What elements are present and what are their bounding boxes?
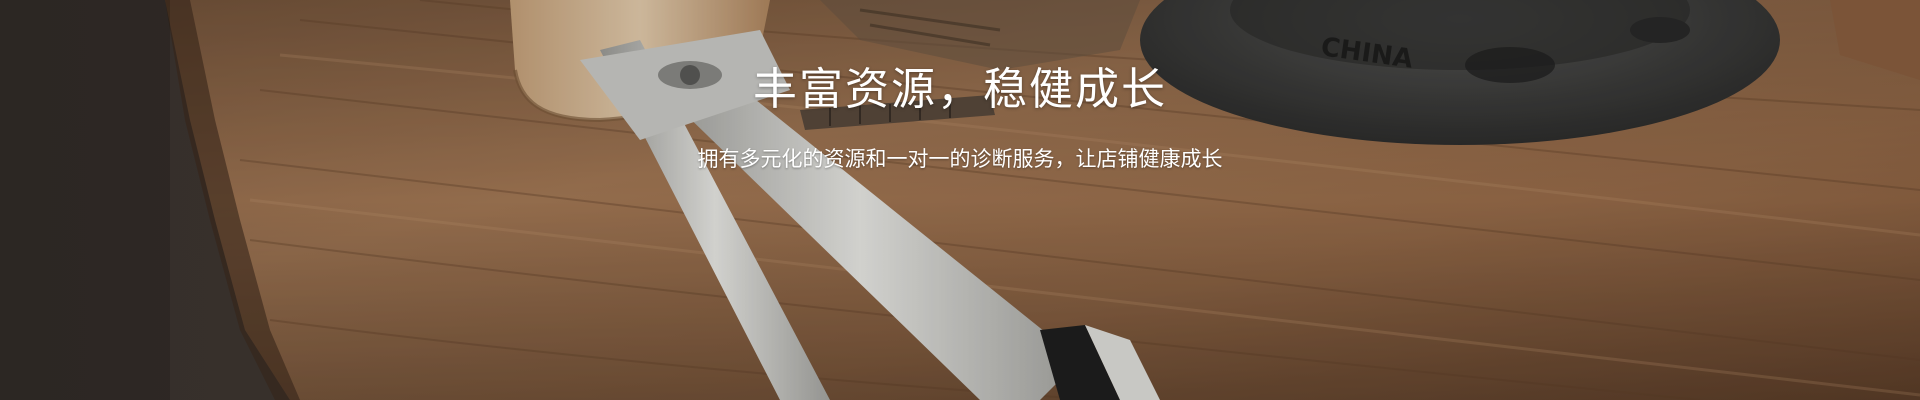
banner-text-block: 丰富资源，稳健成长 拥有多元化的资源和一对一的诊断服务，让店铺健康成长 [0,62,1920,174]
banner-title: 丰富资源，稳健成长 [753,64,1167,115]
banner-subtitle: 拥有多元化的资源和一对一的诊断服务，让店铺健康成长 [697,147,1223,171]
